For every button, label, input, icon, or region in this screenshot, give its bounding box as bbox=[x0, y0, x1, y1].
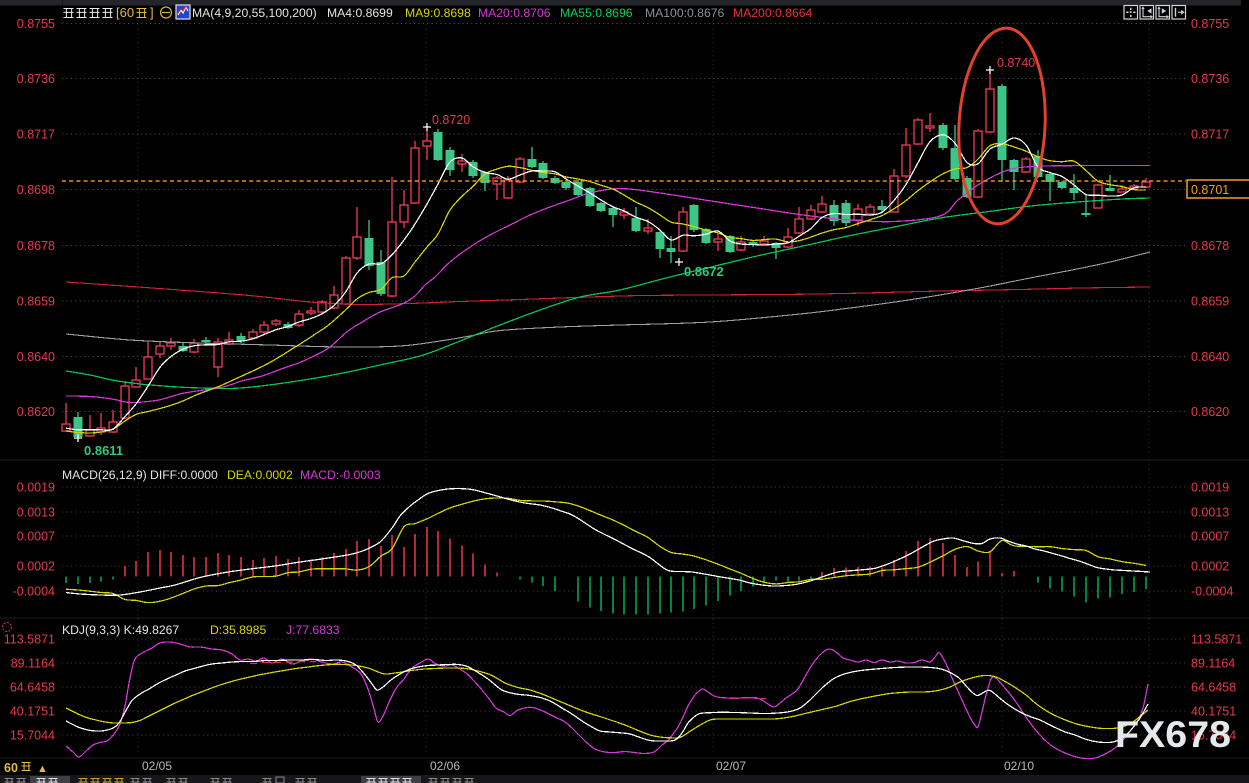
svg-text:0.8736: 0.8736 bbox=[1191, 72, 1229, 86]
svg-text:0.0007: 0.0007 bbox=[17, 530, 55, 544]
svg-text:0.8611: 0.8611 bbox=[84, 443, 123, 458]
svg-text:89.1164: 89.1164 bbox=[11, 657, 55, 671]
svg-text:D:35.8985: D:35.8985 bbox=[210, 623, 266, 637]
svg-text:0.8701: 0.8701 bbox=[1191, 183, 1229, 197]
svg-text:MACD(26,12,9) DIFF:0.0000: MACD(26,12,9) DIFF:0.0000 bbox=[62, 468, 218, 482]
svg-text:0.8720: 0.8720 bbox=[432, 113, 470, 127]
svg-text:64.6458: 64.6458 bbox=[10, 681, 55, 695]
svg-text:KDJ(9,3,3) K:49.8267: KDJ(9,3,3) K:49.8267 bbox=[62, 623, 179, 637]
svg-text:-0.0004: -0.0004 bbox=[1191, 585, 1233, 599]
svg-text:15.7044: 15.7044 bbox=[1191, 729, 1236, 743]
svg-text:40.1751: 40.1751 bbox=[10, 705, 55, 719]
svg-text:02/10: 02/10 bbox=[1004, 759, 1034, 773]
svg-text:0.8620: 0.8620 bbox=[17, 405, 55, 419]
svg-text:0.8659: 0.8659 bbox=[1191, 295, 1229, 309]
svg-text:]: ] bbox=[150, 5, 154, 20]
svg-text:0.0019: 0.0019 bbox=[1191, 481, 1229, 495]
svg-text:64.6458: 64.6458 bbox=[1191, 681, 1236, 695]
svg-text:0.0013: 0.0013 bbox=[1191, 506, 1229, 520]
svg-text:0.8717: 0.8717 bbox=[1191, 128, 1229, 142]
svg-text:15.7044: 15.7044 bbox=[10, 729, 55, 743]
svg-text:02/06: 02/06 bbox=[430, 759, 460, 773]
svg-text:MA20:0.8706: MA20:0.8706 bbox=[478, 6, 551, 20]
svg-text:0.8698: 0.8698 bbox=[17, 183, 55, 197]
svg-text:0.8672: 0.8672 bbox=[684, 264, 724, 279]
svg-text:DEA:0.0002: DEA:0.0002 bbox=[227, 468, 293, 482]
svg-text:▲: ▲ bbox=[37, 763, 48, 775]
svg-text:113.5871: 113.5871 bbox=[1191, 633, 1242, 647]
svg-text:0.8717: 0.8717 bbox=[17, 128, 55, 142]
svg-text:0.8755: 0.8755 bbox=[1191, 17, 1229, 31]
svg-text:-0.0004: -0.0004 bbox=[13, 585, 55, 599]
svg-text:0.8740: 0.8740 bbox=[997, 56, 1035, 70]
svg-text:0.8755: 0.8755 bbox=[17, 17, 55, 31]
svg-text:MA100:0.8676: MA100:0.8676 bbox=[645, 6, 725, 20]
svg-text:0.0019: 0.0019 bbox=[17, 481, 55, 495]
svg-text:0.0007: 0.0007 bbox=[1191, 530, 1229, 544]
svg-text:02/05: 02/05 bbox=[142, 759, 172, 773]
svg-text:0.0002: 0.0002 bbox=[1191, 560, 1229, 574]
svg-text:0.0002: 0.0002 bbox=[17, 560, 55, 574]
svg-text:89.1164: 89.1164 bbox=[1191, 657, 1235, 671]
svg-text:40.1751: 40.1751 bbox=[1191, 705, 1236, 719]
svg-text:0.8736: 0.8736 bbox=[17, 72, 55, 86]
svg-text:0.0013: 0.0013 bbox=[17, 506, 55, 520]
svg-text:MA55:0.8696: MA55:0.8696 bbox=[560, 6, 633, 20]
svg-text:60: 60 bbox=[4, 761, 18, 775]
svg-text:0.8640: 0.8640 bbox=[17, 350, 55, 364]
svg-text:113.5871: 113.5871 bbox=[4, 633, 55, 647]
svg-text:[60: [60 bbox=[116, 5, 134, 20]
svg-text:MA9:0.8698: MA9:0.8698 bbox=[405, 6, 471, 20]
svg-text:MACD:-0.0003: MACD:-0.0003 bbox=[300, 468, 381, 482]
svg-text:FX678: FX678 bbox=[1115, 714, 1231, 755]
svg-text:0.8678: 0.8678 bbox=[1191, 239, 1229, 253]
svg-text:MA4:0.8699: MA4:0.8699 bbox=[327, 6, 393, 20]
svg-text:02/07: 02/07 bbox=[716, 759, 746, 773]
svg-text:0.8620: 0.8620 bbox=[1191, 405, 1229, 419]
svg-text:MA200:0.8664: MA200:0.8664 bbox=[733, 6, 813, 20]
svg-text:0.8640: 0.8640 bbox=[1191, 350, 1229, 364]
svg-text:J:77.6833: J:77.6833 bbox=[286, 623, 340, 637]
svg-text:MA(4,9,20,55,100,200): MA(4,9,20,55,100,200) bbox=[192, 6, 317, 20]
svg-text:0.8678: 0.8678 bbox=[17, 239, 55, 253]
svg-text:0.8659: 0.8659 bbox=[17, 295, 55, 309]
